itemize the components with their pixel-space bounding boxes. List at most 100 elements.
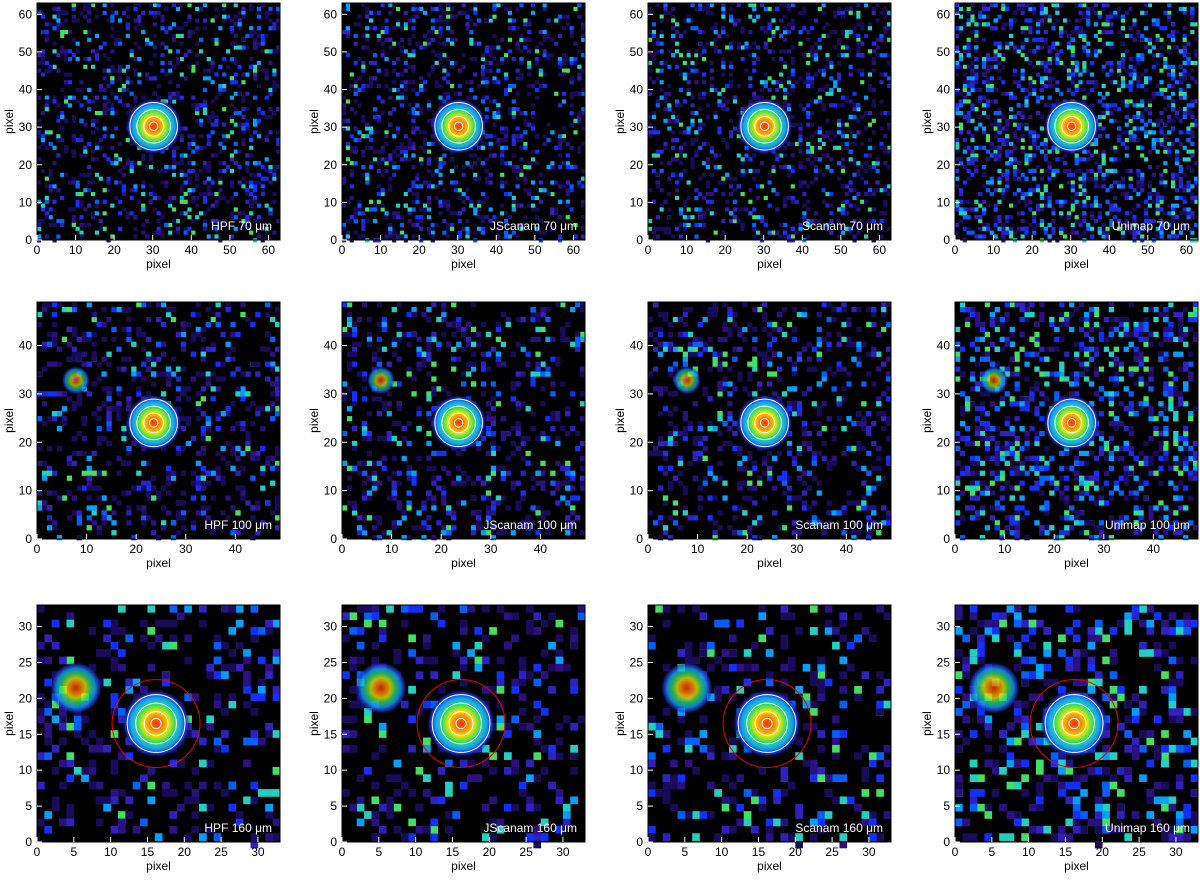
noise-pixel [1144, 199, 1149, 204]
noise-pixel [129, 211, 134, 216]
noise-pixel [396, 57, 401, 62]
noise-pixel [164, 30, 169, 35]
noise-pixel [690, 138, 695, 143]
noise-pixel [1093, 10, 1099, 15]
noise-pixel [1009, 141, 1014, 147]
noise-pixel [44, 199, 49, 204]
noise-pixel [767, 6, 772, 12]
noise-pixel [763, 30, 768, 35]
noise-pixel [648, 6, 653, 12]
noise-pixel [519, 222, 524, 228]
noise-pixel [1140, 176, 1145, 181]
noise-pixel [527, 161, 532, 166]
x-axis-label: pixel [451, 257, 476, 271]
noise-pixel [56, 53, 61, 58]
noise-pixel [507, 215, 513, 220]
noise-pixel [864, 199, 869, 204]
noise-pixel [426, 37, 432, 42]
noise-pixel [813, 99, 819, 104]
noise-pixel [1178, 6, 1183, 12]
noise-pixel [577, 111, 582, 116]
noise-pixel [125, 14, 130, 19]
noise-pixel [763, 195, 768, 201]
noise-pixel [415, 215, 420, 220]
noise-pixel [206, 176, 211, 181]
noise-pixel [1059, 60, 1064, 66]
noise-pixel [966, 76, 971, 81]
noise-pixel [504, 192, 509, 197]
noise-pixel [1194, 122, 1199, 127]
noise-pixel [423, 149, 428, 154]
noise-pixel [837, 41, 842, 46]
noise-pixel [1090, 80, 1095, 85]
noise-pixel [369, 18, 374, 23]
noise-pixel [519, 49, 524, 54]
noise-pixel [1059, 215, 1064, 220]
noise-pixel [1078, 234, 1083, 239]
noise-pixel [962, 138, 967, 143]
noise-pixel [256, 203, 262, 208]
noise-pixel [1136, 226, 1141, 231]
noise-pixel [558, 33, 563, 39]
noise-pixel [1186, 111, 1191, 116]
noise-pixel [1051, 41, 1056, 46]
noise-pixel [168, 165, 173, 170]
noise-pixel [52, 49, 57, 54]
noise-pixel [396, 18, 401, 23]
noise-pixel [813, 72, 819, 77]
noise-pixel [1024, 157, 1029, 162]
noise-pixel [114, 111, 119, 116]
panel-label: Scanam 70 μm [802, 219, 883, 233]
noise-pixel [1051, 76, 1056, 81]
noise-pixel [1009, 161, 1014, 166]
noise-pixel [264, 76, 269, 81]
noise-pixel [852, 134, 857, 139]
noise-pixel [172, 91, 177, 96]
noise-pixel [488, 134, 493, 139]
noise-pixel [1016, 176, 1021, 181]
noise-pixel [345, 53, 351, 58]
noise-pixel [1159, 230, 1164, 235]
noise-pixel [806, 199, 811, 204]
noise-pixel [678, 234, 684, 239]
noise-pixel [403, 149, 408, 154]
noise-pixel [531, 203, 536, 208]
noise-pixel [771, 30, 776, 35]
noise-pixel [426, 168, 432, 174]
noise-pixel [133, 6, 138, 12]
noise-pixel [779, 165, 784, 170]
noise-pixel [388, 222, 393, 228]
noise-pixel [648, 114, 653, 120]
noise-pixel [856, 168, 861, 174]
noise-pixel [361, 60, 366, 66]
noise-pixel [1140, 188, 1145, 193]
noise-pixel [1082, 45, 1087, 50]
noise-pixel [511, 153, 516, 158]
noise-pixel [245, 91, 250, 96]
noise-pixel [875, 3, 880, 8]
y-tick-label: 10 [630, 195, 644, 209]
noise-pixel [1128, 168, 1133, 174]
noise-pixel [37, 180, 42, 185]
noise-pixel [44, 195, 49, 201]
noise-pixel [702, 57, 707, 62]
noise-pixel [87, 37, 92, 42]
noise-pixel [993, 222, 998, 228]
noise-pixel [974, 87, 979, 93]
noise-pixel [1117, 207, 1122, 212]
noise-pixel [675, 103, 680, 108]
noise-pixel [775, 80, 780, 85]
noise-pixel [110, 18, 115, 23]
noise-pixel [114, 41, 119, 46]
noise-pixel [1093, 172, 1099, 177]
noise-pixel [353, 22, 358, 27]
noise-pixel [1090, 103, 1095, 108]
noise-pixel [860, 68, 865, 73]
noise-pixel [856, 37, 861, 42]
noise-pixel [504, 145, 509, 150]
noise-pixel [403, 153, 408, 158]
noise-pixel [245, 107, 250, 112]
noise-pixel [1117, 84, 1122, 89]
noise-pixel [997, 215, 1002, 220]
noise-pixel [210, 60, 215, 66]
